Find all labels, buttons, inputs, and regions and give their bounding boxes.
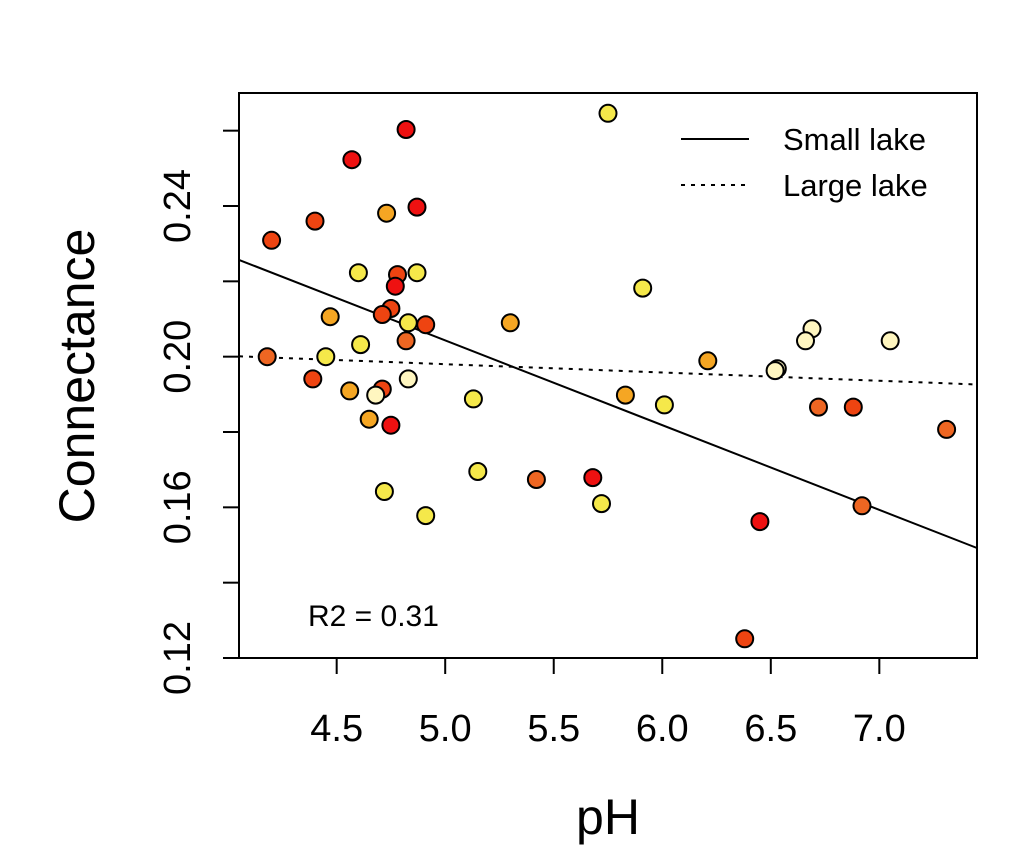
x-tick-label: 6.5 — [744, 708, 797, 750]
x-tick-label: 7.0 — [853, 708, 906, 750]
data-point — [407, 263, 427, 283]
x-axis: 4.5 5.0 5.5 6.0 6.5 7.0 — [310, 657, 906, 750]
data-point — [809, 397, 828, 417]
x-tick-label: 6.0 — [636, 708, 689, 750]
data-point — [359, 409, 379, 429]
data-point — [880, 331, 900, 351]
r2-annotation: R2 = 0.31 — [308, 600, 439, 633]
data-point — [583, 468, 603, 488]
data-point — [416, 315, 436, 335]
x-axis-title: pH — [576, 789, 640, 845]
data-point — [698, 351, 718, 371]
data-point — [398, 313, 418, 333]
data-point — [843, 397, 863, 417]
fit-line-small-lake — [238, 258, 978, 549]
data-point — [385, 276, 405, 296]
data-point — [654, 395, 674, 415]
data-point — [342, 150, 362, 170]
y-tick-label: 0.16 — [157, 470, 199, 544]
data-point — [598, 103, 618, 123]
legend-label-small-lake: Small lake — [783, 122, 926, 157]
data-point — [500, 313, 520, 333]
data-point — [633, 278, 653, 298]
y-axis-title: Connectance — [49, 229, 105, 524]
data-point — [750, 512, 770, 532]
data-point — [372, 305, 392, 324]
data-points — [257, 103, 957, 649]
data-point — [852, 496, 872, 516]
x-tick-label: 4.5 — [310, 708, 363, 750]
fit-line-large-lake — [238, 355, 978, 386]
data-point — [257, 347, 277, 367]
data-point — [526, 470, 546, 489]
data-point — [796, 331, 815, 351]
legend: Small lake Large lake — [681, 122, 928, 203]
data-point — [351, 335, 371, 355]
data-point — [592, 494, 611, 514]
data-point — [316, 347, 336, 367]
y-tick-label: 0.24 — [157, 169, 199, 243]
data-point — [262, 230, 282, 250]
x-tick-label: 5.0 — [419, 708, 472, 750]
data-point — [416, 506, 436, 526]
data-point — [765, 361, 785, 381]
data-point — [377, 203, 397, 223]
data-point — [396, 331, 416, 351]
data-point — [468, 462, 488, 481]
data-point — [303, 369, 323, 389]
data-point — [320, 307, 340, 327]
data-point — [366, 385, 386, 405]
x-tick-label: 5.5 — [527, 708, 580, 750]
legend-label-large-lake: Large lake — [783, 168, 928, 203]
data-point — [348, 263, 368, 283]
fit-lines — [238, 258, 978, 549]
y-tick-label: 0.12 — [157, 621, 199, 695]
data-point — [463, 389, 483, 409]
data-point — [340, 381, 360, 401]
data-point — [374, 482, 394, 501]
data-point — [735, 629, 755, 649]
data-point — [407, 197, 427, 217]
y-axis: 0.12 0.16 0.20 0.24 — [157, 129, 240, 695]
data-point — [381, 415, 401, 435]
data-point — [396, 120, 416, 139]
data-point — [937, 419, 957, 439]
y-tick-label: 0.20 — [157, 320, 199, 394]
data-point — [615, 385, 635, 405]
data-point — [398, 369, 418, 389]
data-point — [305, 211, 325, 231]
